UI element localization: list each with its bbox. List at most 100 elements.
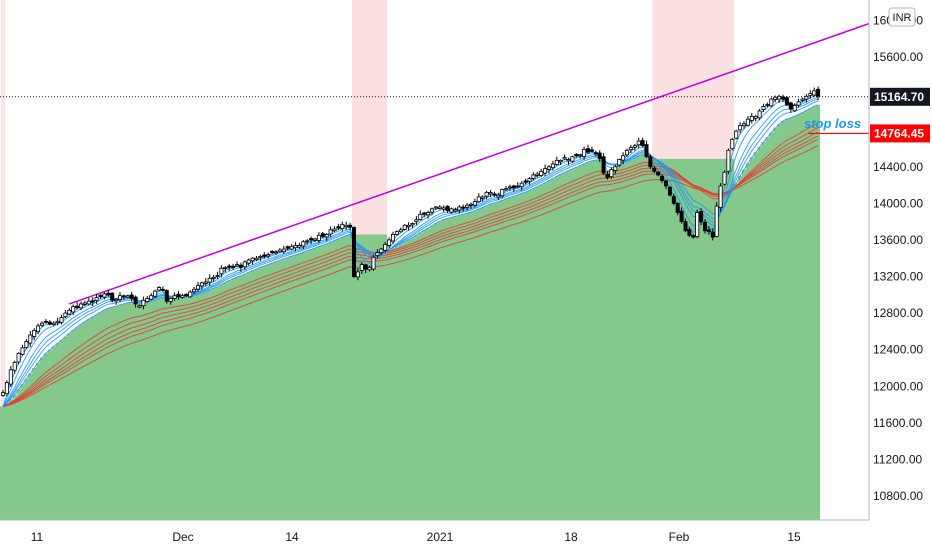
candle-body xyxy=(390,234,395,242)
candle-body xyxy=(242,261,247,268)
candle-body xyxy=(110,292,115,301)
candle-body xyxy=(652,167,657,172)
candle-body xyxy=(609,169,614,178)
candle xyxy=(98,294,103,299)
candle xyxy=(547,165,552,174)
green-trend-area xyxy=(0,104,821,521)
candle-body xyxy=(734,130,739,139)
candle xyxy=(531,172,536,181)
candle-body xyxy=(519,182,524,188)
candle xyxy=(12,360,17,374)
candle-body xyxy=(289,245,294,250)
candle xyxy=(628,144,633,154)
candle-body xyxy=(67,309,72,315)
candle-body xyxy=(644,144,649,158)
candle xyxy=(788,101,793,113)
candle-body xyxy=(336,226,341,229)
candle xyxy=(597,150,602,162)
candle xyxy=(527,177,532,185)
candle xyxy=(75,302,80,310)
candle-body xyxy=(63,312,68,318)
candle xyxy=(192,286,197,294)
candle-body xyxy=(777,95,782,100)
candle-body xyxy=(203,281,208,284)
price-tags: 15164.70 14764.45 xyxy=(870,87,930,143)
candle-body xyxy=(800,98,805,101)
fast-ma-line-5 xyxy=(2,100,819,407)
candle-body xyxy=(254,257,259,260)
resistance-trendline[interactable] xyxy=(69,22,870,305)
candle-body xyxy=(488,191,493,195)
candle xyxy=(133,295,138,308)
candle xyxy=(792,103,797,112)
candle xyxy=(195,281,200,292)
candle-body xyxy=(718,185,723,208)
slow-ma-line-2 xyxy=(2,127,819,407)
candle xyxy=(601,153,606,175)
candle xyxy=(118,291,123,303)
candle xyxy=(324,233,329,241)
candle xyxy=(16,352,21,365)
candle xyxy=(418,210,423,221)
candle-body xyxy=(621,155,626,161)
candle xyxy=(504,186,509,191)
candle xyxy=(734,129,739,140)
candle-body xyxy=(468,203,473,206)
candle xyxy=(277,248,282,253)
candle xyxy=(238,262,243,272)
candle xyxy=(219,265,224,278)
stop-loss-price-tag: 14764.45 xyxy=(870,124,930,143)
candle-body xyxy=(523,180,528,183)
candle-body xyxy=(558,159,563,163)
candle xyxy=(769,97,774,108)
candle xyxy=(160,286,165,292)
candle xyxy=(609,167,614,179)
candle xyxy=(730,138,735,151)
candle-body xyxy=(102,293,107,298)
candle xyxy=(367,265,372,272)
candle-body xyxy=(472,201,477,206)
candle-body xyxy=(418,213,423,220)
candle-body xyxy=(371,256,376,270)
candle xyxy=(316,232,321,244)
candle-body xyxy=(160,288,165,291)
candle xyxy=(390,231,395,244)
candle xyxy=(129,291,134,302)
time-axis: 11 Dec 14 2021 18 Feb 15 xyxy=(31,530,801,544)
candle-body xyxy=(199,282,204,287)
candle xyxy=(617,158,622,168)
candle-body xyxy=(192,288,197,293)
candle-body xyxy=(141,299,146,307)
candle-body xyxy=(410,223,415,226)
candle-body xyxy=(344,224,349,228)
price-lines xyxy=(0,96,869,135)
candle-body xyxy=(223,266,228,269)
candle-body xyxy=(16,352,21,363)
candle xyxy=(539,168,544,178)
candle-body xyxy=(172,295,177,300)
candle xyxy=(67,307,72,316)
candle xyxy=(656,170,661,177)
currency-badge[interactable]: INR xyxy=(888,7,916,27)
candle-body xyxy=(617,159,622,166)
candle-body xyxy=(387,239,392,246)
candle-body xyxy=(788,102,793,110)
candle xyxy=(738,122,743,134)
candle xyxy=(305,239,310,245)
candle xyxy=(515,182,520,189)
candle xyxy=(28,331,33,348)
candle-body xyxy=(8,369,13,385)
candle-body xyxy=(153,290,158,297)
candle-body xyxy=(258,255,263,259)
candle-body xyxy=(426,212,431,216)
candle-body xyxy=(367,266,372,271)
price-tick-label: 13600.00 xyxy=(873,233,923,247)
candle xyxy=(110,292,115,303)
candle-body xyxy=(804,95,809,100)
candle-body xyxy=(761,105,766,110)
candle-body xyxy=(504,188,509,191)
candle-body xyxy=(4,382,9,394)
candle xyxy=(726,148,731,175)
candle-body xyxy=(429,208,434,213)
